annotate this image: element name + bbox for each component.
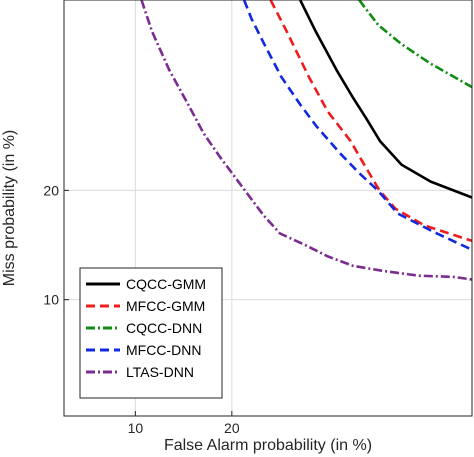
y-tick-label: 20 (43, 182, 59, 198)
plot-area-frame (63, 0, 473, 417)
legend-label: MFCC-DNN (126, 342, 201, 358)
y-axis-label: Miss probability (in %) (1, 130, 18, 286)
x-axis-label: False Alarm probability (in %) (164, 437, 372, 454)
legend-label: MFCC-GMM (126, 298, 205, 314)
x-tick-label: 20 (224, 420, 240, 436)
legend-label: CQCC-DNN (126, 320, 202, 336)
det-curves (140, 0, 473, 281)
curve-cqcc-gmm (299, 0, 473, 199)
curve-cqcc-dnn (358, 0, 473, 89)
curve-ltas-dnn (140, 0, 473, 281)
legend: CQCC-GMM MFCC-GMM CQCC-DNN MFCC-DNN LTAS-DNN (79, 267, 223, 399)
curve-mfcc-dnn (242, 0, 473, 251)
curve-mfcc-gmm (269, 0, 473, 243)
legend-label: LTAS-DNN (126, 364, 194, 380)
legend-label: CQCC-GMM (126, 276, 206, 292)
axis-ticks: 10 20 10 20 (43, 182, 239, 436)
legend-box (79, 267, 223, 399)
x-tick-label: 10 (128, 420, 144, 436)
y-tick-label: 10 (43, 292, 59, 308)
